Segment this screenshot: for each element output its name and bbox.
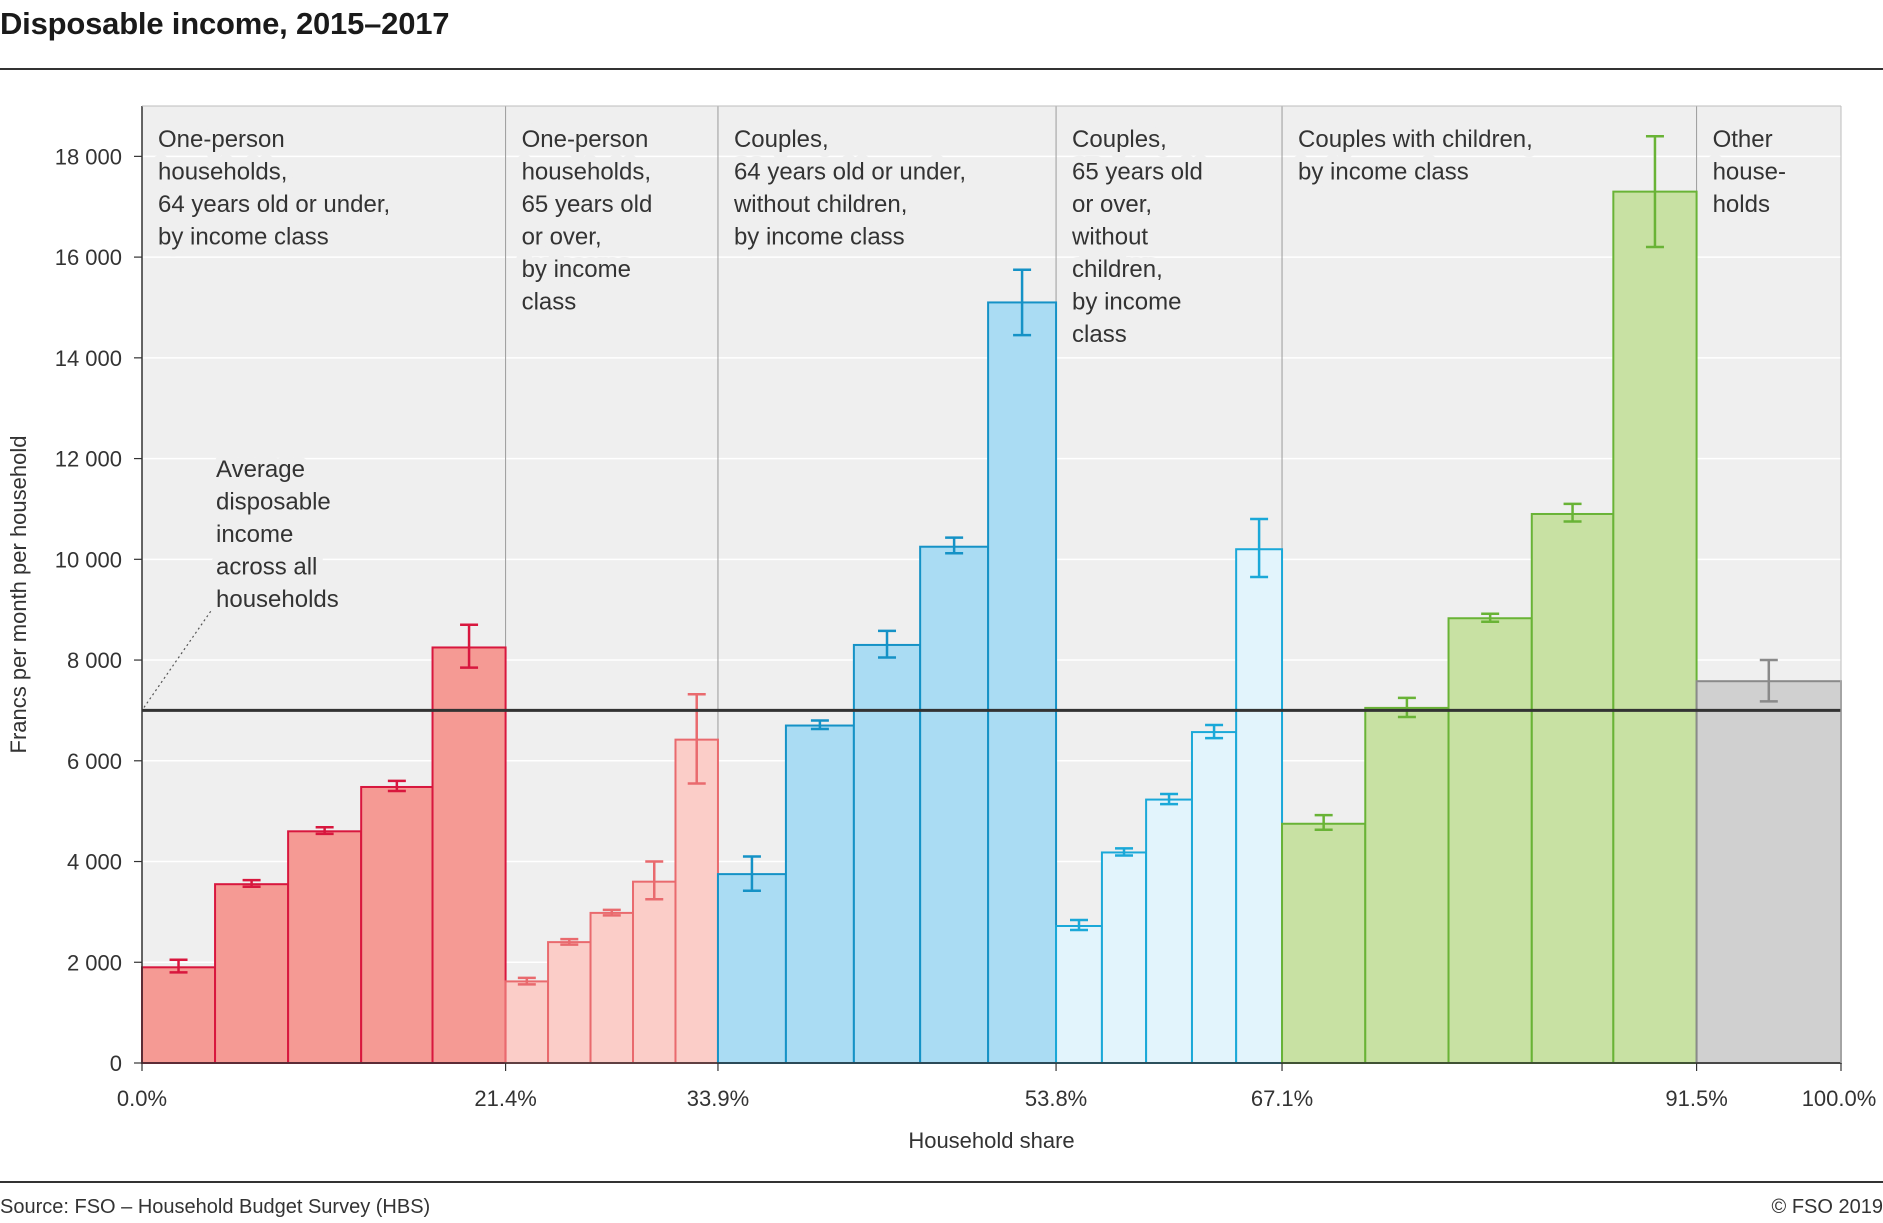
bar (547, 941, 592, 1064)
bar (141, 966, 217, 1064)
group-label-line: Couples, (1072, 126, 1167, 153)
title-divider (0, 68, 1883, 70)
group-label-line: Couples with children, (1298, 126, 1533, 153)
group-label-line: 65 years old (522, 191, 653, 218)
y-tick-label: 16 000 (55, 245, 122, 270)
group-label-line: Couples, (734, 126, 829, 153)
bar (1190, 731, 1238, 1064)
y-tick-label: 2 000 (67, 950, 122, 975)
bar (784, 724, 855, 1064)
bar (1695, 680, 1842, 1065)
group-label-line: households, (522, 159, 651, 186)
group-label-line: Other (1713, 126, 1773, 153)
group-label-line: by income (522, 256, 631, 283)
group-label-line: without children, (733, 191, 907, 218)
bar (360, 785, 434, 1065)
y-tick-label: 12 000 (55, 447, 122, 472)
x-tick-label: 91.5% (1665, 1086, 1727, 1111)
group-label-line: by income class (1298, 159, 1469, 186)
x-tick-label: 0.0% (117, 1086, 167, 1111)
group-label-line: by income class (734, 224, 905, 251)
x-axis-title: Household share (908, 1128, 1074, 1153)
group-label-line: class (522, 289, 577, 316)
group-label-line: households, (158, 159, 287, 186)
bar (504, 980, 550, 1064)
group-label-line: without (1071, 224, 1148, 251)
group-label-line: house- (1713, 159, 1786, 186)
x-tick-label: 67.1% (1251, 1086, 1313, 1111)
group-label-line: by income (1072, 289, 1181, 316)
bar (852, 643, 922, 1064)
bar (214, 883, 290, 1064)
y-axis-title: Francs per month per household (6, 436, 31, 754)
average-label-line: across all (216, 554, 317, 581)
group-label-line: or over, (1072, 191, 1152, 218)
x-tick-label: 33.9% (687, 1086, 749, 1111)
bar (589, 911, 635, 1064)
bar (919, 545, 990, 1064)
group-label-line: or over, (522, 224, 602, 251)
bar (674, 738, 719, 1065)
group-label-line: holds (1713, 191, 1770, 218)
chart-title: Disposable income, 2015–2017 (0, 6, 450, 41)
bar (1281, 822, 1367, 1064)
footer-divider (0, 1181, 1883, 1183)
bar (1100, 851, 1148, 1065)
average-label-line: disposable (216, 489, 331, 516)
group-label-line: 64 years old or under, (734, 159, 966, 186)
y-tick-label: 10 000 (55, 547, 122, 572)
group-label-line: by income class (158, 224, 329, 251)
group-label-line: 64 years old or under, (158, 191, 390, 218)
x-tick-label: 100.0% (1802, 1086, 1877, 1111)
bar (632, 880, 677, 1065)
copyright-note: © FSO 2019 (1771, 1196, 1883, 1218)
bar (1364, 706, 1450, 1065)
x-tick-label: 53.8% (1025, 1086, 1087, 1111)
x-tick-label: 21.4% (474, 1086, 536, 1111)
bar (987, 301, 1058, 1064)
y-tick-label: 0 (110, 1051, 122, 1076)
y-tick-label: 4 000 (67, 850, 122, 875)
average-leader-line (143, 607, 214, 708)
bar (1145, 798, 1193, 1065)
source-note: Source: FSO – Household Budget Survey (H… (0, 1196, 431, 1218)
y-tick-label: 6 000 (67, 749, 122, 774)
average-label-line: income (216, 521, 293, 548)
average-label-line: households (216, 586, 339, 613)
y-tick-label: 8 000 (67, 648, 122, 673)
group-label-line: One-person (522, 126, 649, 153)
bar (1235, 548, 1284, 1064)
y-tick-label: 14 000 (55, 346, 122, 371)
bar (1055, 924, 1103, 1065)
bar (1612, 190, 1698, 1064)
group-label-line: class (1072, 321, 1127, 348)
group-label-line: 65 years old (1072, 159, 1203, 186)
group-label-line: One-person (158, 126, 285, 153)
group-label-line: children, (1072, 256, 1163, 283)
bar (1530, 512, 1615, 1064)
bar (1447, 617, 1533, 1064)
y-tick-label: 18 000 (55, 144, 122, 169)
bar (287, 830, 363, 1064)
bar (716, 873, 787, 1064)
average-label-line: Average (216, 456, 305, 483)
